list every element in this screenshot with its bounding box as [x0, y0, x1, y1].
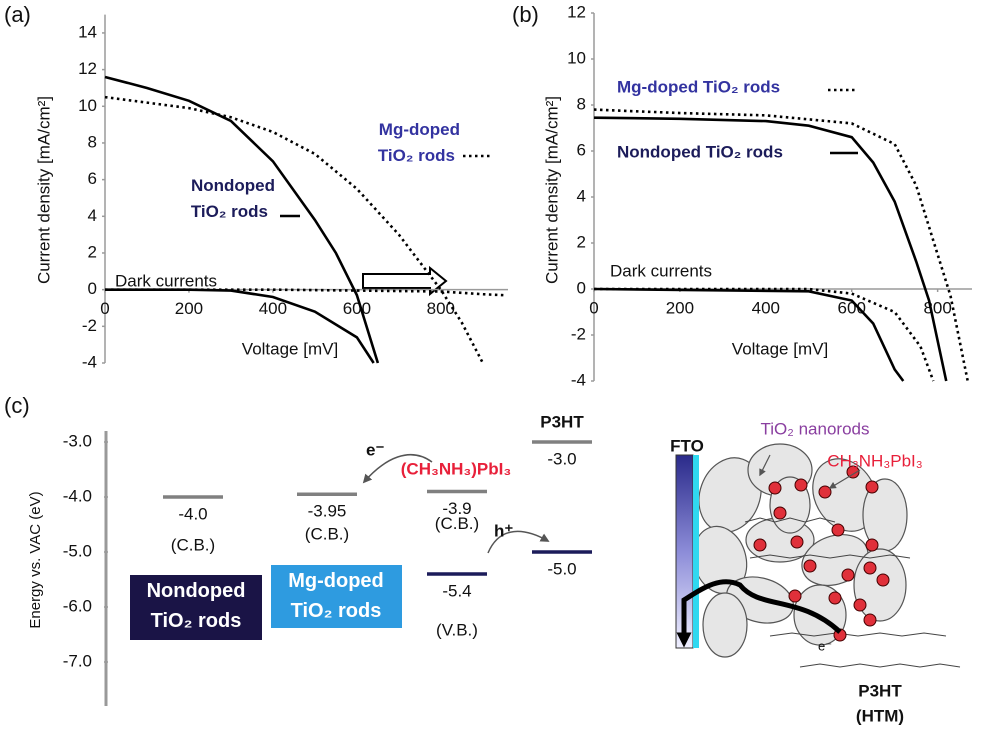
- y-tick-label: -2: [82, 316, 97, 335]
- band-label: (C.B.): [171, 535, 215, 554]
- y-tick-label: 12: [567, 2, 586, 21]
- y-tick-label: -4.0: [63, 486, 92, 505]
- material-label: (CH₃NH₃)PbI₃: [401, 459, 511, 478]
- carrier-label: h⁺: [494, 521, 513, 540]
- htm-label: (HTM): [856, 706, 904, 725]
- y-axis-label: Energy vs. VAC (eV): [27, 491, 44, 628]
- annotation: Dark currents: [610, 261, 712, 280]
- y-tick-label: 10: [567, 48, 586, 67]
- x-tick-label: 800: [923, 298, 951, 317]
- y-tick-label: 8: [88, 132, 97, 151]
- y-tick-label: 4: [88, 206, 97, 225]
- x-tick-label: 800: [427, 299, 455, 318]
- series-line: [104, 75, 380, 364]
- y-tick-label: 12: [78, 59, 97, 78]
- y-tick-label: 8: [577, 94, 586, 113]
- legend-line: Nondoped: [191, 176, 275, 195]
- electron-label: e⁻: [818, 638, 832, 653]
- hole-arrow: [487, 530, 550, 554]
- y-tick-label: -7.0: [63, 651, 92, 670]
- schematic: [675, 443, 961, 668]
- material-box: [271, 565, 402, 628]
- level-label: -5.0: [547, 559, 576, 578]
- fto-label: FTO: [670, 436, 704, 455]
- level-label: -3.9: [442, 499, 471, 518]
- legend-label: Mg-doped TiO₂ rods: [378, 120, 460, 165]
- material-line: Mg-doped: [288, 570, 384, 592]
- y-tick-label: 0: [88, 279, 97, 298]
- y-tick-label: 4: [577, 186, 586, 205]
- x-tick-label: 600: [838, 298, 866, 317]
- y-tick-label: 0: [577, 278, 586, 297]
- series-line: [593, 116, 948, 382]
- x-tick-label: 0: [100, 299, 109, 318]
- material-label: P3HT: [540, 412, 584, 431]
- series-line: [105, 288, 375, 364]
- legend-label: Nondoped TiO₂ rods: [617, 142, 783, 161]
- legend-line: TiO₂ rods: [378, 146, 455, 165]
- y-tick-label: 6: [577, 140, 586, 159]
- panel-label: (a): [4, 2, 31, 27]
- y-axis-label: Current density [mA/cm²]: [542, 96, 561, 284]
- panel-label: (c): [4, 393, 30, 418]
- legend-label: Nondoped TiO₂ rods: [191, 176, 275, 221]
- x-tick-label: 400: [259, 299, 287, 318]
- y-tick-label: 10: [78, 96, 97, 115]
- y-tick-label: 14: [78, 22, 97, 41]
- legend-line: TiO₂ rods: [191, 202, 268, 221]
- electron-arrow: [362, 453, 433, 484]
- material-label: Mg-doped TiO₂ rods: [288, 570, 384, 622]
- y-tick-label: -4: [82, 352, 97, 371]
- y-tick-label: -4: [571, 370, 586, 389]
- x-tick-label: 400: [752, 298, 780, 317]
- material-label: Nondoped TiO₂ rods: [147, 580, 246, 632]
- shift-arrow: [362, 265, 448, 297]
- panel-label: (b): [512, 2, 539, 27]
- band-label: (V.B.): [436, 620, 478, 639]
- x-axis-label: Voltage [mV]: [242, 339, 338, 358]
- x-axis-label: Voltage [mV]: [732, 339, 828, 358]
- series-line: [593, 287, 905, 382]
- rods-label: TiO₂ nanorods: [761, 419, 870, 438]
- series-line: [105, 288, 504, 297]
- y-tick-label: 2: [577, 232, 586, 251]
- x-tick-label: 0: [589, 298, 598, 317]
- level-label: -4.0: [178, 504, 207, 523]
- legend-label: Mg-doped TiO₂ rods: [617, 77, 780, 96]
- y-tick-label: -6.0: [63, 596, 92, 615]
- series-line: [593, 108, 969, 382]
- x-tick-label: 600: [343, 299, 371, 318]
- material-line: TiO₂ rods: [291, 600, 382, 622]
- y-tick-label: -2: [571, 324, 586, 343]
- carrier-label: e⁻: [366, 440, 384, 459]
- x-tick-label: 200: [666, 298, 694, 317]
- y-tick-label: -5.0: [63, 541, 92, 560]
- band-label: (C.B.): [435, 514, 479, 533]
- y-tick-label: 2: [88, 242, 97, 261]
- legend-line: Mg-doped: [379, 120, 460, 139]
- y-tick-label: 6: [88, 169, 97, 188]
- band-label: (C.B.): [305, 525, 349, 544]
- material-line: TiO₂ rods: [151, 610, 242, 632]
- y-axis-label: Current density [mA/cm²]: [34, 96, 53, 284]
- y-tick-label: -3.0: [63, 431, 92, 450]
- htm-label: P3HT: [858, 681, 902, 700]
- x-tick-label: 200: [175, 299, 203, 318]
- level-label: -3.95: [308, 502, 347, 521]
- annotation: Dark currents: [115, 271, 217, 290]
- level-label: -3.0: [547, 449, 576, 468]
- perovskite-label: CH₃NH₃PbI₃: [827, 451, 922, 470]
- material-line: Nondoped: [147, 580, 246, 602]
- material-box: [130, 575, 262, 640]
- level-label: -5.4: [442, 581, 471, 600]
